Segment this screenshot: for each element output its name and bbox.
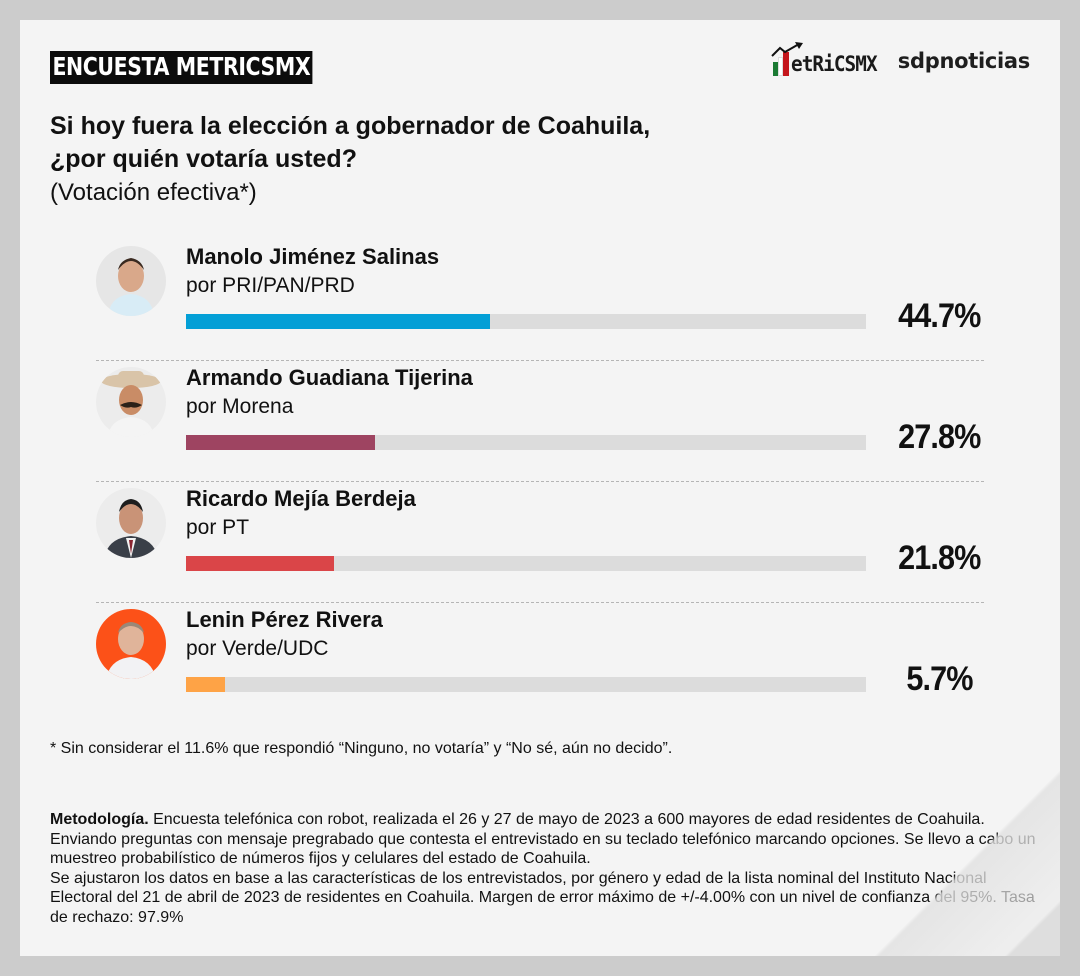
candidate-percentage: 21.8% (897, 539, 981, 577)
metricsmx-logo-text: etRiCSMX (790, 52, 878, 76)
question: Si hoy fuera la elección a gobernador de… (50, 110, 650, 209)
question-subtitle: (Votación efectiva*) (50, 179, 257, 206)
question-line-2: ¿por quién votaría usted? (50, 145, 357, 173)
bar-track (186, 677, 866, 692)
candidate-party: por PT (186, 516, 250, 539)
candidate-party: por Morena (186, 395, 294, 418)
results-list: Manolo Jiménez Salinas por PRI/PAN/PRD 4… (20, 240, 1060, 724)
sdpnoticias-logo: sdpnoticias (897, 49, 1031, 73)
bar-fill (186, 435, 376, 450)
candidate-party: por PRI/PAN/PRD (186, 274, 355, 297)
bar-fill (186, 314, 490, 329)
candidate-party: por Verde/UDC (186, 637, 329, 660)
candidate-row: Manolo Jiménez Salinas por PRI/PAN/PRD 4… (20, 240, 1060, 361)
mexico-flag-icon (772, 52, 789, 76)
candidate-avatar (96, 367, 166, 437)
candidate-row: Lenin Pérez Rivera por Verde/UDC 5.7% (20, 603, 1060, 724)
metricsmx-logo: etRiCSMX (770, 42, 884, 76)
poll-card: ENCUESTA METRICSMX etRiCSMX sdpnoticias … (20, 20, 1060, 956)
candidate-avatar (96, 488, 166, 558)
methodology-text: Encuesta telefónica con robot, realizada… (50, 811, 1036, 867)
bar-fill (186, 677, 225, 692)
candidate-row: Armando Guadiana Tijerina por Morena 27.… (20, 361, 1060, 482)
footnote: * Sin considerar el 11.6% que respondió … (50, 740, 673, 757)
candidate-name: Lenin Pérez Rivera (186, 607, 383, 632)
candidate-avatar (96, 609, 166, 679)
methodology-text-2: Se ajustaron los datos en base a las car… (50, 869, 1035, 926)
candidate-percentage: 27.8% (897, 418, 981, 456)
logos: etRiCSMX sdpnoticias (770, 42, 1031, 76)
candidate-percentage: 5.7% (905, 660, 973, 698)
candidate-name: Armando Guadiana Tijerina (186, 365, 473, 390)
survey-tag: ENCUESTA METRICSMX (50, 51, 313, 84)
methodology: Metodología. Encuesta telefónica con rob… (50, 810, 1040, 927)
candidate-name: Ricardo Mejía Berdeja (186, 486, 416, 511)
bar-fill (186, 556, 335, 571)
trend-arrow-icon (770, 42, 803, 57)
candidate-avatar (96, 246, 166, 316)
bar-track (186, 314, 866, 329)
candidate-row: Ricardo Mejía Berdeja por PT 21.8% (20, 482, 1060, 603)
methodology-label: Metodología. (50, 811, 149, 828)
bar-track (186, 556, 866, 571)
candidate-percentage: 44.7% (897, 297, 981, 335)
candidate-name: Manolo Jiménez Salinas (186, 244, 440, 269)
bar-track (186, 435, 866, 450)
question-line-1: Si hoy fuera la elección a gobernador de… (50, 112, 651, 140)
